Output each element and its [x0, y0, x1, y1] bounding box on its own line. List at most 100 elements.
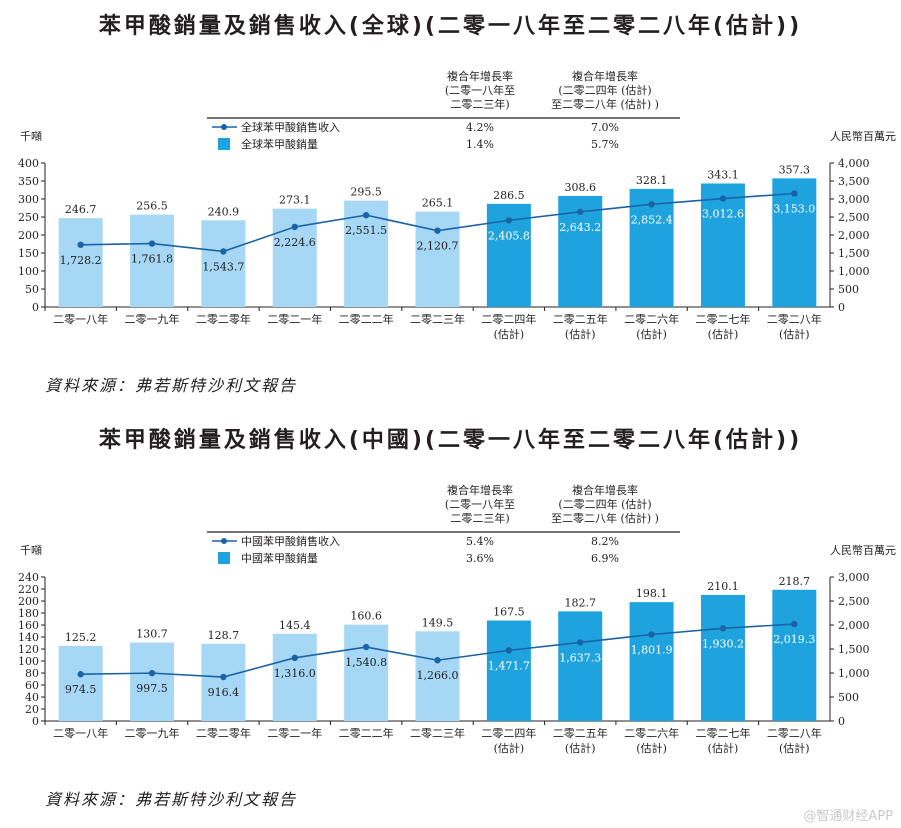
- line-data-label: 2,120.7: [417, 240, 459, 253]
- bar-data-label: 218.7: [779, 575, 811, 588]
- bar-data-label: 246.7: [65, 203, 97, 216]
- legend-bar-swatch: [218, 138, 230, 150]
- left-tick-label: 160: [18, 619, 39, 632]
- line-data-label: 1,471.7: [488, 659, 530, 672]
- x-tick-label: 二零一九年: [125, 726, 180, 740]
- right-tick-label: 1,000: [838, 667, 870, 680]
- bar-data-label: 240.9: [208, 205, 240, 218]
- revenue-point: [505, 647, 513, 654]
- right-tick-label: 4,000: [838, 157, 870, 170]
- bar-data-label: 286.5: [493, 189, 525, 202]
- revenue-point: [148, 669, 156, 677]
- right-tick-label: 2,000: [838, 229, 870, 242]
- bar-data-label: 343.1: [707, 168, 739, 181]
- x-tick-label: 二零二七年: [695, 726, 750, 740]
- cagr-value: 8.2%: [591, 535, 619, 548]
- bar-data-label: 125.2: [65, 631, 97, 644]
- line-data-label: 1,761.8: [131, 253, 173, 266]
- bar-data-label: 160.6: [350, 610, 382, 623]
- china-chart-section: 苯甲酸銷量及銷售收入(中國)(二零一八年至二零二八年(估計)) 複合年增長率 (二…: [0, 414, 901, 828]
- right-tick-label: 2,500: [838, 595, 870, 608]
- cagr-value: 3.6%: [466, 552, 494, 565]
- right-tick-label: 1,500: [838, 247, 870, 260]
- bar: [58, 218, 103, 307]
- right-tick-label: 3,500: [838, 175, 870, 188]
- cagr-header-text: 複合年增長率: [447, 483, 513, 497]
- line-data-label: 1,543.7: [202, 260, 244, 273]
- revenue-point: [648, 631, 655, 638]
- bar-data-label: 198.1: [636, 587, 668, 600]
- left-tick-label: 100: [18, 655, 39, 668]
- x-tick-sublabel: (估計): [636, 741, 667, 755]
- bar: [201, 220, 246, 307]
- chart-title: 苯甲酸銷量及銷售收入(中國)(二零一八年至二零二八年(估計)): [98, 428, 803, 453]
- bar-data-label: 182.7: [564, 596, 596, 609]
- bar: [700, 594, 745, 721]
- revenue-point: [505, 217, 513, 224]
- revenue-point: [719, 195, 727, 202]
- left-tick-label: 200: [18, 595, 39, 608]
- left-tick-label: 250: [18, 211, 39, 224]
- bar-data-label: 145.4: [279, 619, 311, 632]
- line-data-label: 974.5: [65, 683, 97, 696]
- left-tick-label: 180: [18, 607, 39, 620]
- cagr-header-text: (二零一八年至: [445, 497, 515, 511]
- x-tick-label: 二零二六年: [624, 312, 679, 326]
- bar: [558, 611, 603, 721]
- left-tick-label: 40: [25, 691, 39, 704]
- revenue-point: [719, 625, 727, 632]
- cagr-header-text: 複合年增長率: [447, 69, 513, 83]
- cagr-value: 4.2%: [466, 121, 494, 134]
- x-tick-label: 二零二三年: [410, 312, 465, 326]
- revenue-point: [791, 620, 798, 628]
- x-tick-label: 二零一八年: [53, 312, 108, 326]
- bar-data-label: 308.6: [564, 181, 596, 194]
- x-tick-sublabel: (估計): [779, 327, 810, 341]
- left-tick-label: 100: [18, 265, 39, 278]
- cagr-value: 1.4%: [466, 138, 494, 151]
- legend-line-marker: [221, 124, 227, 130]
- bar: [700, 183, 745, 307]
- bar: [272, 208, 317, 307]
- line-data-label: 1,316.0: [274, 667, 316, 680]
- bar: [58, 645, 103, 721]
- revenue-point: [77, 241, 84, 248]
- right-tick-label: 0: [838, 301, 845, 314]
- left-tick-label: 50: [25, 283, 39, 296]
- left-tick-label: 60: [25, 679, 39, 692]
- left-tick-label: 20: [25, 703, 39, 716]
- line-data-label: 3,153.0: [773, 202, 815, 215]
- revenue-point: [577, 208, 584, 216]
- right-tick-label: 0: [838, 715, 845, 728]
- source-note: 資料來源：弗若斯特沙利文報告: [45, 376, 298, 395]
- right-tick-label: 2,500: [838, 211, 870, 224]
- bar: [629, 602, 674, 721]
- bar: [130, 214, 175, 307]
- x-tick-sublabel: (估計): [779, 741, 810, 755]
- left-tick-label: 400: [18, 157, 39, 170]
- source-note: 資料來源：弗若斯特沙利文報告: [45, 790, 298, 809]
- right-tick-label: 500: [838, 691, 859, 704]
- left-tick-label: 0: [32, 301, 39, 314]
- bar-data-label: 149.5: [422, 616, 454, 629]
- x-tick-sublabel: (估計): [494, 327, 525, 341]
- bar-data-label: 357.3: [779, 163, 811, 176]
- x-tick-label: 二零二六年: [624, 726, 679, 740]
- cagr-header-text: (二零一八年至: [445, 83, 515, 97]
- left-tick-label: 220: [18, 583, 39, 596]
- cagr-header-text: 二零二三年): [450, 511, 509, 525]
- cagr-header-text: 複合年增長率: [572, 483, 638, 497]
- revenue-point: [434, 657, 441, 664]
- revenue-point: [291, 654, 298, 662]
- bar: [772, 589, 817, 721]
- cagr-value: 5.7%: [591, 138, 619, 151]
- line-data-label: 1,728.2: [60, 254, 102, 267]
- x-tick-label: 二零一八年: [53, 726, 108, 740]
- bar: [415, 631, 460, 721]
- chart-title: 苯甲酸銷量及銷售收入(全球)(二零一八年至二零二八年(估計)): [98, 14, 803, 39]
- bar-data-label: 167.5: [493, 606, 525, 619]
- bar: [344, 624, 389, 721]
- bar-data-label: 210.1: [707, 580, 739, 593]
- right-tick-label: 1,000: [838, 265, 870, 278]
- x-tick-label: 二零二零年: [196, 312, 251, 326]
